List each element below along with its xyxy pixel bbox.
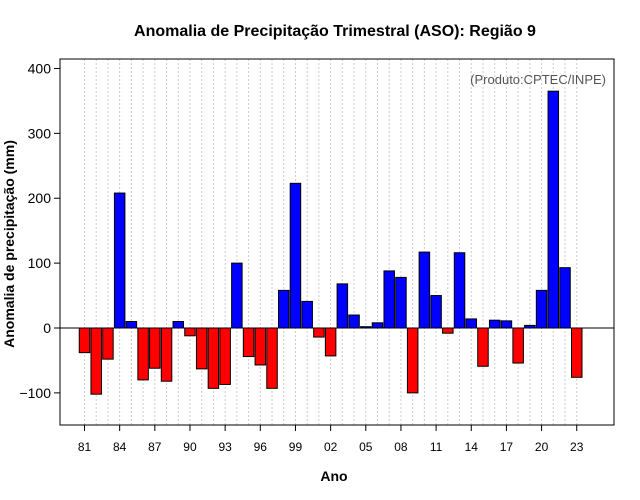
plot-frame (59, 58, 615, 426)
x-tick-label: 11 (430, 440, 443, 454)
bar-2002 (324, 327, 337, 357)
y-tick-label: 0 (43, 320, 51, 336)
bar-1999 (289, 182, 302, 329)
bar-1990 (184, 327, 196, 337)
bar-2012 (442, 327, 454, 334)
x-tick-label: 23 (570, 440, 584, 454)
y-tick-label: 400 (28, 60, 52, 76)
x-axis: 81 84 87 90 93 96 99 02 05 08 11 14 17 20 23 (78, 425, 584, 454)
bar-2023 (570, 327, 583, 378)
bar-1985 (125, 321, 138, 329)
bar-1997 (266, 327, 278, 389)
y-axis-label: Anomalia de precipitação (mm) (1, 140, 17, 348)
bar-1992 (207, 327, 220, 389)
bar-2001 (313, 327, 325, 338)
source-credit: (Produto:CPTEC/INPE) (470, 72, 606, 87)
bar-1981 (78, 327, 91, 354)
x-tick-label: 14 (465, 440, 479, 454)
bar-2016 (488, 319, 501, 329)
y-axis: −100 0 100 200 300 400 (19, 60, 60, 401)
y-tick-label: −100 (19, 385, 51, 401)
vertical-gridlines (84, 59, 578, 425)
bar-1983 (102, 327, 114, 360)
bar-1986 (137, 327, 149, 381)
bar-2007 (383, 270, 395, 329)
bar-2010 (418, 251, 431, 329)
x-tick-label: 08 (394, 440, 408, 454)
x-tick-label: 93 (218, 440, 232, 454)
y-tick-label: 200 (28, 190, 52, 206)
x-tick-label: 90 (183, 440, 197, 454)
bar-1989 (172, 321, 185, 329)
bar-2004 (348, 314, 360, 329)
bar-2006 (371, 322, 384, 329)
bar-2013 (453, 252, 466, 329)
x-tick-label: 81 (78, 440, 92, 454)
y-tick-label: 100 (28, 255, 52, 271)
x-tick-label: 02 (324, 440, 338, 454)
chart-title: Anomalia de Precipitação Trimestral (ASO… (134, 23, 536, 40)
bar-1982 (90, 327, 102, 395)
bar-1996 (254, 327, 267, 366)
x-tick-label: 99 (289, 440, 303, 454)
x-tick-label: 84 (113, 440, 127, 454)
bar-1994 (231, 262, 243, 329)
bar-1995 (242, 327, 255, 358)
bar-2011 (430, 295, 442, 329)
bar-2018 (512, 327, 524, 364)
bar-2022 (559, 267, 571, 329)
bar-1984 (113, 192, 126, 329)
x-tick-label: 05 (359, 440, 373, 454)
bar-1988 (160, 327, 173, 382)
bar-2000 (301, 300, 313, 329)
bar-2021 (547, 90, 560, 329)
x-tick-label: 20 (535, 440, 549, 454)
y-tick-label: 300 (28, 125, 52, 141)
bar-2015 (477, 327, 489, 367)
bar-2009 (406, 327, 419, 394)
x-tick-label: 87 (148, 440, 162, 454)
bar-2014 (465, 318, 478, 329)
bar-1987 (149, 327, 161, 369)
bar-1991 (195, 327, 208, 370)
bar-2020 (535, 289, 548, 329)
bar-2017 (500, 320, 513, 329)
bar-1998 (277, 289, 290, 329)
x-axis-label: Ano (320, 468, 347, 484)
x-tick-label: 17 (500, 440, 514, 454)
bar-2003 (336, 283, 349, 329)
x-tick-label: 96 (254, 440, 268, 454)
bar-1993 (219, 327, 231, 385)
bar-2008 (395, 276, 407, 329)
